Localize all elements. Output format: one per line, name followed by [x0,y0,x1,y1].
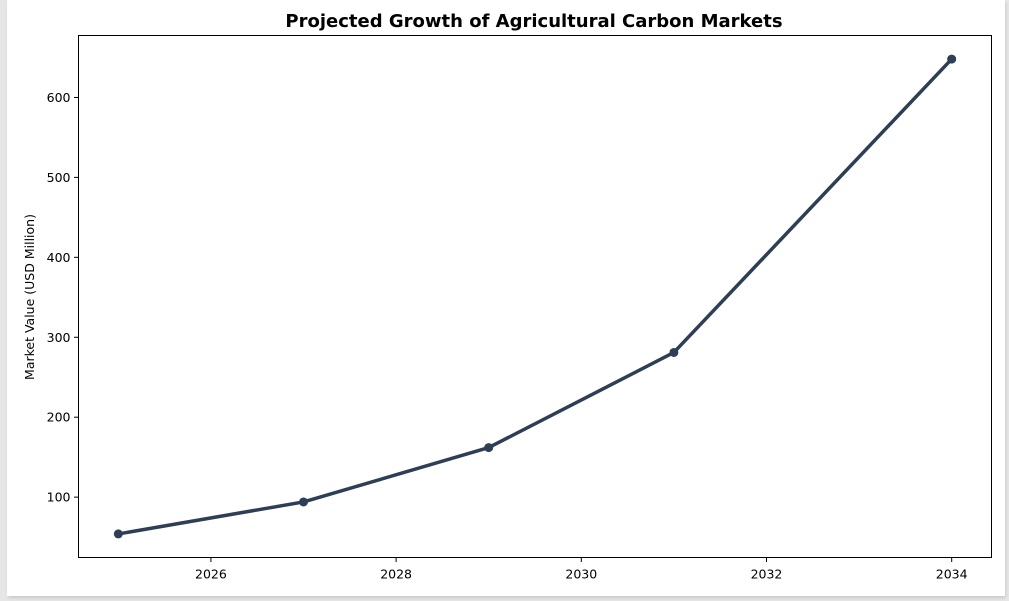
data-point [669,347,679,357]
series-line [116,57,954,536]
chart-frame [7,0,1005,596]
x-axis-ticks: 2026 2028 2030 2032 2034 [195,557,968,582]
plot-area [78,35,992,558]
y-tick-label: 600 [47,90,71,105]
data-point [947,54,957,64]
y-tick-label: 200 [47,410,71,425]
x-tick-label: 2028 [380,567,412,582]
y-tick-label: 400 [47,250,71,265]
y-axis-label: Market Value (USD Million) [22,214,37,380]
y-tick-label: 300 [47,330,71,345]
x-tick-label: 2034 [936,567,968,582]
series-layer [113,54,957,539]
x-tick-label: 2030 [565,567,597,582]
data-point [484,443,494,453]
data-point [113,529,123,539]
y-tick-label: 100 [47,490,71,505]
x-tick-label: 2032 [751,567,783,582]
data-point [299,497,309,507]
y-axis-ticks: 100 200 300 400 500 600 [47,90,79,505]
y-tick-label: 500 [47,170,71,185]
x-tick-label: 2026 [195,567,227,582]
chart-title: Projected Growth of Agricultural Carbon … [285,11,782,32]
